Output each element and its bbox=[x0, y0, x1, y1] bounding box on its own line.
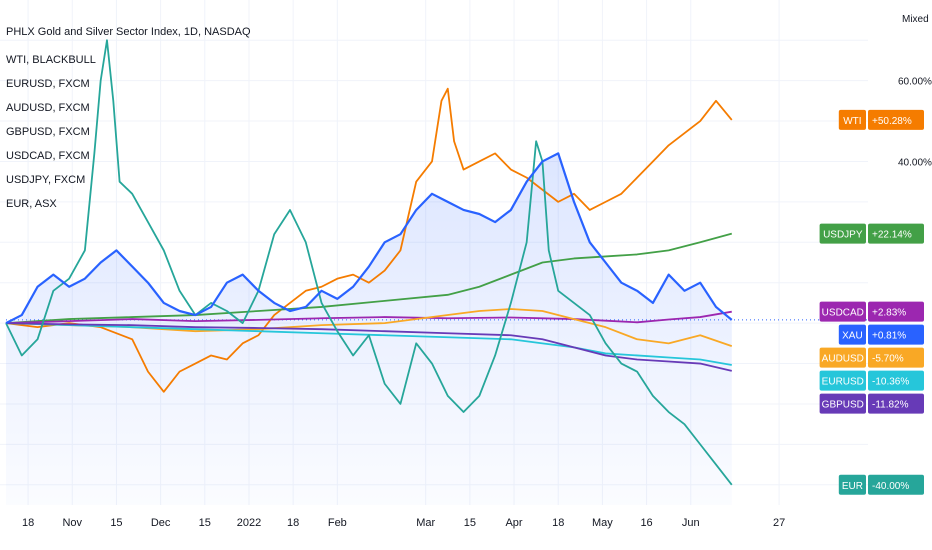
badge-name: USDJPY bbox=[823, 230, 863, 241]
legend-entry: WTI, BLACKBULL bbox=[6, 54, 96, 66]
badge-name: EUR bbox=[842, 481, 863, 492]
badge-name: USDCAD bbox=[822, 308, 864, 319]
badge-audusd: AUDUSD -5.70% bbox=[819, 347, 924, 368]
badge-value-bg bbox=[868, 301, 924, 322]
time-tick-label: Mar bbox=[416, 517, 435, 529]
badge-name: AUDUSD bbox=[822, 354, 864, 365]
badge-value: -5.70% bbox=[872, 354, 904, 365]
badge-gbpusd: GBPUSD -11.82% bbox=[819, 393, 924, 414]
badge-value-bg bbox=[868, 324, 924, 345]
badge-name-bg bbox=[838, 324, 866, 345]
badge-value-bg bbox=[868, 370, 924, 391]
series-line-audusd bbox=[5, 308, 733, 348]
legend-entry: EUR, ASX bbox=[6, 198, 57, 210]
legend-entry: GBPUSD, FXCM bbox=[6, 126, 90, 138]
time-tick-label: 15 bbox=[199, 517, 211, 529]
badge-value: +22.14% bbox=[872, 230, 912, 241]
time-tick-label: Feb bbox=[328, 517, 347, 529]
time-tick-label: 18 bbox=[22, 517, 34, 529]
badge-name: XAU bbox=[842, 331, 863, 342]
scale-mode-label: Mixed bbox=[902, 14, 929, 25]
badge-wti: WTI +50.28% bbox=[838, 109, 924, 130]
series-line-eur bbox=[5, 39, 733, 486]
xau-area-fill bbox=[6, 153, 732, 505]
badge-value-bg bbox=[868, 109, 924, 130]
badge-value: +0.81% bbox=[872, 331, 906, 342]
time-tick-label: Nov bbox=[62, 517, 82, 529]
time-tick-label: Dec bbox=[151, 517, 171, 529]
badge-name-bg bbox=[819, 347, 866, 368]
price-tick-label: 40.00% bbox=[898, 157, 932, 168]
badge-name-bg bbox=[819, 393, 866, 414]
main-series-area bbox=[6, 153, 868, 505]
series-line-usdjpy bbox=[5, 232, 733, 325]
badge-name-bg bbox=[838, 109, 866, 130]
time-tick-label: 16 bbox=[640, 517, 652, 529]
legend-entry: USDJPY, FXCM bbox=[6, 174, 85, 186]
badge-xau: XAU +0.81% bbox=[838, 324, 924, 345]
time-tick-label: 18 bbox=[552, 517, 564, 529]
time-tick-label: 15 bbox=[110, 517, 122, 529]
badge-name-bg bbox=[819, 301, 866, 322]
badge-name-bg bbox=[819, 370, 866, 391]
legend: PHLX Gold and Silver Sector Index, 1D, N… bbox=[6, 26, 251, 210]
time-tick-label: 27 bbox=[773, 517, 785, 529]
badge-value: +2.83% bbox=[872, 308, 906, 319]
legend-entry: AUDUSD, FXCM bbox=[6, 102, 90, 114]
series-line-gbpusd bbox=[5, 322, 732, 372]
price-axis[interactable]: Mixed 60.00% 40.00% bbox=[898, 14, 932, 168]
badge-usdcad: USDCAD +2.83% bbox=[819, 301, 924, 322]
last-value-badges: WTI +50.28% USDJPY +22.14% USDCAD +2.83% XAU +0… bbox=[819, 109, 924, 495]
badge-name: WTI bbox=[843, 116, 861, 127]
badge-value-bg bbox=[868, 347, 924, 368]
badge-value: -11.82% bbox=[872, 400, 909, 411]
time-tick-label: 15 bbox=[464, 517, 476, 529]
legend-entry: EURUSD, FXCM bbox=[6, 78, 90, 90]
series-line-wti bbox=[5, 87, 733, 393]
badge-eur: EUR -40.00% bbox=[838, 474, 924, 495]
badge-eurusd: EURUSD -10.36% bbox=[819, 370, 924, 391]
time-tick-label: Jun bbox=[682, 517, 700, 529]
badge-name: GBPUSD bbox=[822, 400, 864, 411]
badge-value: -10.36% bbox=[872, 377, 909, 388]
time-tick-label: 2022 bbox=[237, 517, 261, 529]
chart-title: PHLX Gold and Silver Sector Index, 1D, N… bbox=[6, 26, 251, 38]
series-line-xau bbox=[5, 152, 733, 325]
time-tick-label: 18 bbox=[287, 517, 299, 529]
badge-value-bg bbox=[868, 474, 924, 495]
series-lines bbox=[5, 39, 733, 486]
badge-value: -40.00% bbox=[872, 481, 909, 492]
badge-name-bg bbox=[819, 223, 866, 244]
badge-value-bg bbox=[868, 393, 924, 414]
badge-usdjpy: USDJPY +22.14% bbox=[819, 223, 924, 244]
time-axis[interactable]: 18 Nov 15 Dec 15 2022 18 Feb Mar 15 Apr 18 May 16 Jun 2… bbox=[22, 517, 785, 529]
series-line-eurusd bbox=[5, 322, 732, 366]
price-tick-label: 60.00% bbox=[898, 77, 932, 88]
badge-name: EURUSD bbox=[822, 377, 864, 388]
legend-entry: USDCAD, FXCM bbox=[6, 150, 90, 162]
badge-name-bg bbox=[838, 474, 866, 495]
time-tick-label: May bbox=[592, 517, 613, 529]
series-line-usdcad bbox=[5, 310, 732, 325]
time-tick-label: Apr bbox=[505, 517, 522, 529]
badge-value-bg bbox=[868, 223, 924, 244]
badge-value: +50.28% bbox=[872, 116, 912, 127]
